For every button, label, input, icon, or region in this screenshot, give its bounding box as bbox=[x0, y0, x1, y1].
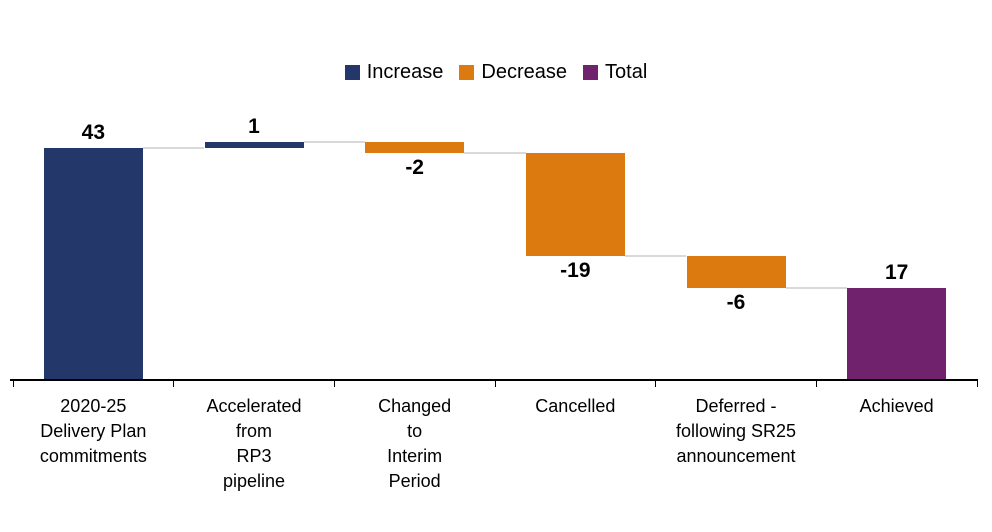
chart-legend: Increase Decrease Total bbox=[0, 61, 992, 84]
legend-label: Decrease bbox=[481, 61, 568, 83]
legend-item-increase: Increase bbox=[344, 61, 444, 84]
legend-item-total: Total bbox=[583, 61, 647, 84]
legend-label: Total bbox=[605, 61, 648, 83]
legend-swatch-icon bbox=[344, 65, 360, 80]
bar-value-label: 1 bbox=[248, 115, 260, 139]
waterfall-connector bbox=[785, 287, 848, 290]
x-axis-label: Cancelled bbox=[535, 396, 616, 416]
legend-label: Increase bbox=[366, 61, 444, 83]
x-axis-label: Deferred - following SR25 announcement bbox=[675, 396, 797, 466]
waterfall-connector bbox=[142, 146, 205, 149]
bar-decrease bbox=[525, 153, 625, 256]
bar-value-label: -6 bbox=[726, 291, 746, 315]
x-axis-label: Changed to Interim Period bbox=[378, 396, 452, 491]
x-axis-label: Achieved bbox=[859, 396, 934, 416]
legend-swatch-icon bbox=[583, 65, 599, 80]
bar-decrease bbox=[365, 142, 465, 154]
x-axis-tick bbox=[655, 381, 657, 387]
x-axis-label: 2020-25 Delivery Plan commitments bbox=[39, 396, 147, 466]
legend-swatch-icon bbox=[459, 65, 475, 80]
x-axis-tick bbox=[12, 381, 14, 387]
bar-increase bbox=[204, 142, 304, 148]
waterfall-connector bbox=[624, 254, 687, 257]
bar-value-label: -19 bbox=[560, 258, 591, 282]
x-axis-tick bbox=[494, 381, 496, 387]
bar-value-label: 43 bbox=[81, 120, 105, 144]
waterfall-connector bbox=[303, 141, 366, 144]
bar-decrease bbox=[686, 255, 786, 289]
x-axis-label: Accelerated from RP3 pipeline bbox=[206, 396, 302, 491]
bar-value-label: 17 bbox=[884, 261, 909, 285]
legend-item-decrease: Decrease bbox=[459, 61, 567, 84]
waterfall-connector bbox=[464, 152, 526, 155]
bar-value-label: -2 bbox=[405, 156, 424, 180]
x-axis-tick bbox=[333, 381, 335, 387]
bar-increase bbox=[43, 147, 143, 380]
x-axis-line bbox=[10, 379, 978, 381]
x-axis-tick bbox=[976, 381, 978, 387]
bar-total bbox=[847, 288, 947, 380]
x-axis-tick bbox=[173, 381, 175, 387]
x-axis-tick bbox=[815, 381, 817, 387]
